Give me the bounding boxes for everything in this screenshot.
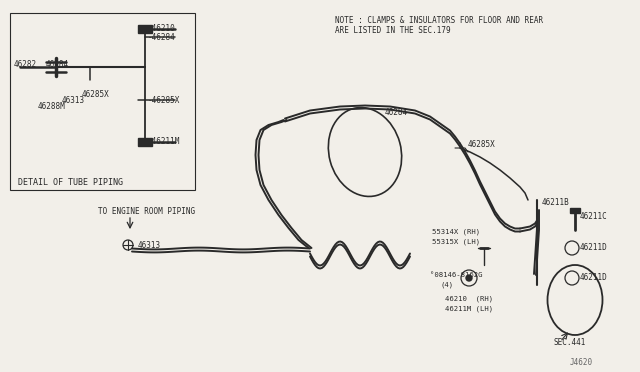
Text: 46285X: 46285X xyxy=(82,90,109,99)
Text: 46211D: 46211D xyxy=(580,273,608,282)
Text: 55314X (RH): 55314X (RH) xyxy=(432,228,480,234)
Text: °08146-8162G: °08146-8162G xyxy=(430,272,483,278)
Bar xyxy=(138,138,152,146)
Bar xyxy=(570,208,580,213)
Text: 46285X: 46285X xyxy=(468,140,496,149)
Text: DETAIL OF TUBE PIPING: DETAIL OF TUBE PIPING xyxy=(18,178,123,187)
Text: -46285X: -46285X xyxy=(148,96,180,105)
Text: 46210  (RH): 46210 (RH) xyxy=(445,295,493,301)
Text: 46211M (LH): 46211M (LH) xyxy=(445,305,493,311)
Text: 55315X (LH): 55315X (LH) xyxy=(432,238,480,244)
Text: 46211D: 46211D xyxy=(580,243,608,252)
Text: 46313: 46313 xyxy=(138,241,161,250)
Text: -46211M: -46211M xyxy=(148,137,180,146)
Text: -46210: -46210 xyxy=(148,24,176,33)
Text: 46282: 46282 xyxy=(14,60,37,69)
Text: NOTE : CLAMPS & INSULATORS FOR FLOOR AND REAR: NOTE : CLAMPS & INSULATORS FOR FLOOR AND… xyxy=(335,16,543,25)
Text: -46284: -46284 xyxy=(148,33,176,42)
Text: 46284: 46284 xyxy=(385,108,408,117)
Text: 46284: 46284 xyxy=(46,60,69,69)
Text: TO ENGINE ROOM PIPING: TO ENGINE ROOM PIPING xyxy=(98,207,195,216)
Bar xyxy=(10,13,195,190)
Text: 46313: 46313 xyxy=(62,96,85,105)
Text: SEC.441: SEC.441 xyxy=(553,338,586,347)
Text: ARE LISTED IN THE SEC.179: ARE LISTED IN THE SEC.179 xyxy=(335,26,451,35)
Text: (4): (4) xyxy=(440,282,453,289)
Text: 46288M: 46288M xyxy=(38,102,66,111)
Circle shape xyxy=(466,275,472,281)
Text: J4620: J4620 xyxy=(570,358,593,367)
Text: 46211B: 46211B xyxy=(542,198,570,207)
Bar xyxy=(138,25,152,33)
Text: 46211C: 46211C xyxy=(580,212,608,221)
